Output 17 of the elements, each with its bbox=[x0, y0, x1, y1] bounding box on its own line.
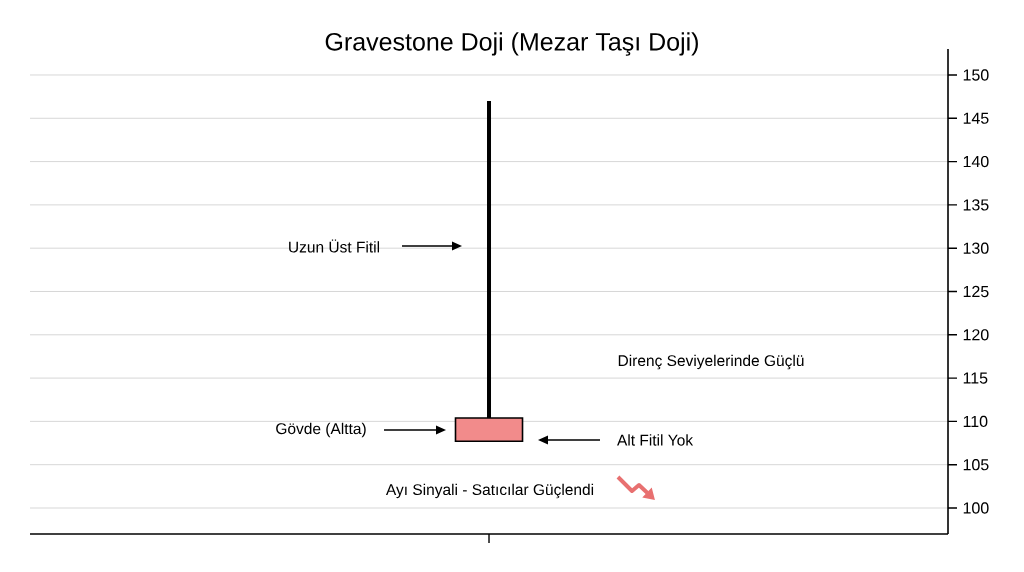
y-tick-label: 130 bbox=[963, 242, 989, 254]
y-tick-label: 140 bbox=[963, 155, 989, 168]
annotation: Alt Fitil Yok bbox=[617, 434, 694, 446]
y-tick-label: 150 bbox=[963, 69, 989, 81]
y-tick-label: 145 bbox=[963, 112, 989, 124]
y-tick-label: 125 bbox=[963, 285, 989, 298]
chart-title: Gravestone Doji (Mezar Taşı Doji) bbox=[325, 32, 698, 56]
annotation: Gövde (Altta) bbox=[276, 422, 366, 438]
y-tick-label: 100 bbox=[963, 502, 989, 514]
annotation: Direnç Seviyelerinde Güçlü bbox=[618, 354, 804, 370]
y-tick-label: 120 bbox=[963, 329, 989, 341]
y-tick-label: 110 bbox=[963, 415, 988, 428]
annotation: Ayı Sinyali - Satıcılar Güçlendi bbox=[385, 483, 594, 499]
y-tick-label: 135 bbox=[963, 199, 989, 211]
annotation: Uzun Üst Fitil bbox=[289, 239, 380, 253]
y-tick-label: 105 bbox=[963, 459, 989, 471]
y-tick-label: 115 bbox=[963, 372, 988, 384]
